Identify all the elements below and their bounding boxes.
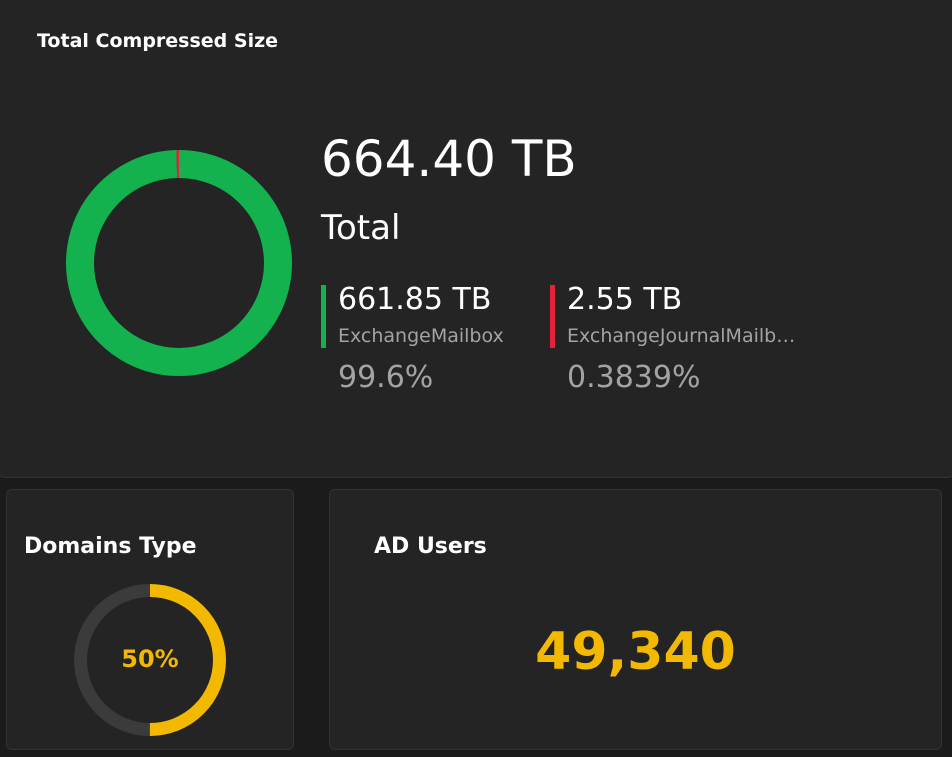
- item-size: 661.85 TB: [338, 282, 492, 317]
- compressed-panel: [0, 0, 952, 478]
- domains-panel: [6, 489, 294, 750]
- donut-segment: [66, 150, 292, 376]
- item-percent: 0.3839%: [567, 360, 701, 395]
- panel-title: AD Users: [374, 534, 487, 559]
- donut-label: 50%: [121, 645, 179, 673]
- donut-segment: [74, 584, 226, 736]
- total-value: 664.40 TB: [321, 130, 577, 188]
- ad-users-count: 49,340: [535, 622, 736, 682]
- item-name: ExchangeJournalMailb…: [567, 325, 796, 347]
- donut-segment: [66, 150, 292, 376]
- item-percent: 99.6%: [338, 360, 434, 395]
- ad-users-panel: [329, 489, 942, 750]
- item-name: ExchangeMailbox: [338, 325, 504, 347]
- item-color-bar: [321, 285, 326, 348]
- total-label: Total: [321, 208, 401, 248]
- panel-title: Total Compressed Size: [37, 30, 279, 52]
- panel-title: Domains Type: [24, 534, 197, 559]
- item-size: 2.55 TB: [567, 282, 683, 317]
- item-color-bar: [550, 285, 555, 348]
